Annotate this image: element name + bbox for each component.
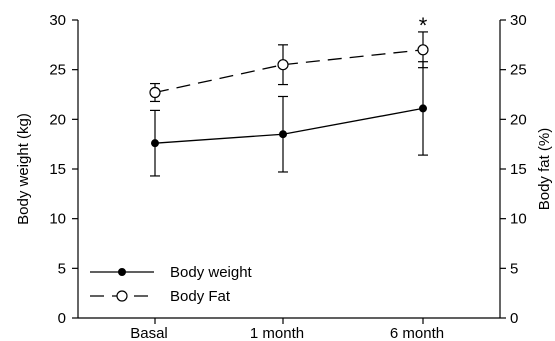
y-axis-title: Body weight (kg) — [15, 113, 32, 225]
y2-tick-label: 20 — [510, 111, 527, 128]
y-ticks-right: 0 5 10 15 20 25 30 — [500, 12, 527, 327]
legend: Body weight Body Fat — [90, 264, 253, 305]
significance-asterisk: * — [419, 13, 428, 38]
series-layer — [149, 31, 429, 177]
series-line-body-fat — [154, 49, 424, 94]
y2-tick-label: 25 — [510, 62, 527, 79]
y2-tick-label: 15 — [510, 161, 527, 178]
y2-tick-label: 5 — [510, 260, 518, 277]
data-point-body-weight — [419, 104, 427, 113]
y-ticks-left: 0 5 10 15 20 25 30 — [49, 12, 78, 327]
y2-axis-title: Body fat (%) — [536, 128, 553, 211]
legend-label-body-weight: Body weight — [170, 264, 253, 281]
y-tick-label: 0 — [58, 310, 66, 327]
y-tick-label: 30 — [49, 12, 66, 29]
y2-tick-label: 10 — [510, 211, 527, 228]
y-tick-label: 20 — [49, 111, 66, 128]
y-tick-label: 15 — [49, 161, 66, 178]
x-ticks: Basal 1 month 6 month — [130, 318, 444, 341]
data-point-body-fat — [277, 59, 289, 71]
y-tick-label: 25 — [49, 62, 66, 79]
data-point-body-weight — [151, 139, 159, 148]
y2-tick-label: 0 — [510, 310, 518, 327]
x-tick-label: 6 month — [390, 325, 444, 341]
x-tick-label: Basal — [130, 325, 168, 341]
legend-label-body-fat: Body Fat — [170, 288, 231, 305]
data-point-body-weight — [279, 130, 287, 139]
y-tick-label: 10 — [49, 211, 66, 228]
data-point-body-fat — [149, 86, 161, 99]
annotation-layer: * — [419, 13, 428, 38]
x-tick-label: 1 month — [250, 325, 304, 341]
legend-marker-body-fat — [116, 290, 128, 302]
y2-tick-label: 30 — [510, 12, 527, 29]
legend-marker-body-weight — [118, 268, 126, 276]
data-point-body-fat — [417, 44, 429, 56]
y-tick-label: 5 — [58, 260, 66, 277]
